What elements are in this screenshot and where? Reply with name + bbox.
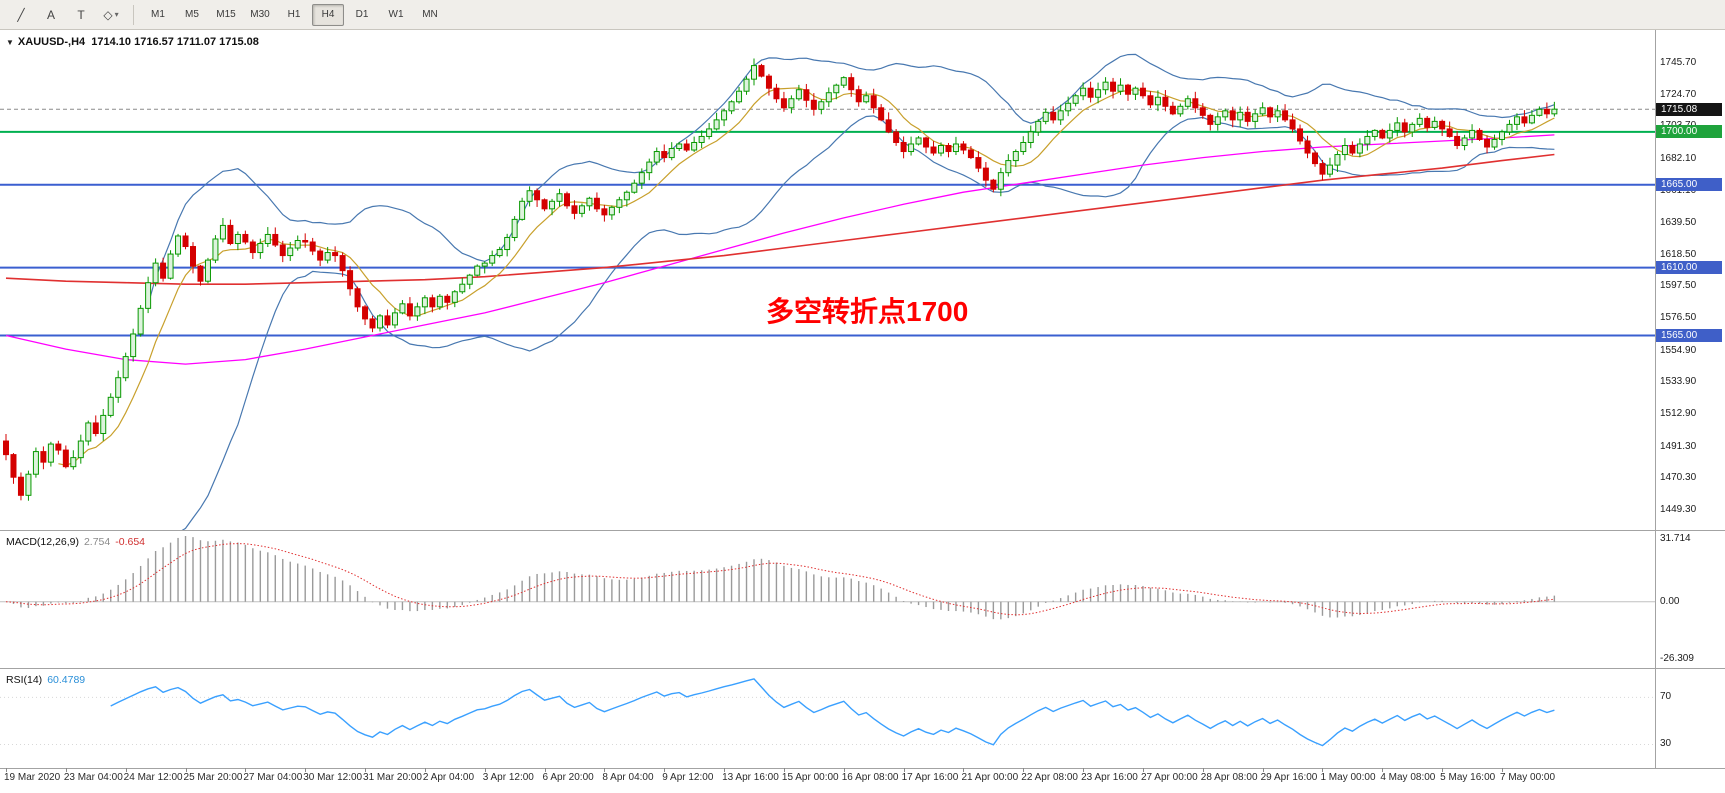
time-axis-label: 4 May 08:00 xyxy=(1380,772,1436,783)
chevron-down-icon: ▾ xyxy=(114,10,119,19)
panel-separator xyxy=(0,530,1725,531)
shapes-tool-button[interactable]: ◇ ▾ xyxy=(103,7,119,22)
timeframe-mn-button[interactable]: MN xyxy=(422,9,438,20)
ma-fast-line xyxy=(58,87,1555,466)
price-tick-label: 1470.30 xyxy=(1660,472,1697,484)
timeframe-toolbar: M1 M5 M15 M30 H1 H4 D1 W1 MN xyxy=(141,3,447,26)
panel-separator xyxy=(0,668,1725,669)
time-axis-label: 29 Apr 16:00 xyxy=(1260,772,1318,783)
macd-name: MACD(12,26,9) xyxy=(6,536,79,548)
price-tick-label: 1491.30 xyxy=(1660,440,1697,452)
time-axis-label: 2 Apr 04:00 xyxy=(422,772,475,783)
rsi-name: RSI(14) xyxy=(6,674,43,686)
price-level-label: 1610.00 xyxy=(1656,261,1722,275)
timeframe-m30-button[interactable]: M30 xyxy=(250,9,270,20)
rsi-value: 60.4789 xyxy=(47,674,86,686)
rsi-line xyxy=(110,678,1555,747)
price-tick-label: 1512.90 xyxy=(1660,408,1697,420)
bollinger-upper-line xyxy=(147,53,1555,305)
time-axis-label: 28 Apr 08:00 xyxy=(1200,772,1258,783)
chart-symbol-period: XAUUSD-,H4 xyxy=(17,36,86,48)
time-axis-label: 24 Mar 12:00 xyxy=(123,772,183,783)
chart-ohlc-values: 1714.10 1716.57 1711.07 1715.08 xyxy=(91,36,259,48)
drawing-tools-group: ╱ A T ◇ ▾ xyxy=(6,3,126,26)
time-axis-label: 23 Apr 16:00 xyxy=(1081,772,1138,783)
macd-axis-label: 31.714 xyxy=(1660,533,1691,544)
price-level-label: 1700.00 xyxy=(1656,125,1722,139)
time-axis-label: 15 Apr 00:00 xyxy=(781,772,839,783)
time-axis-label: 17 Apr 16:00 xyxy=(901,772,959,783)
trendline-tool-button[interactable]: ╱ xyxy=(17,7,25,22)
price-tick-label: 1724.70 xyxy=(1660,88,1697,100)
price-axis-border xyxy=(1655,30,1656,768)
rsi-indicator-panel[interactable] xyxy=(0,668,1655,768)
time-axis-label: 13 Apr 16:00 xyxy=(722,772,779,783)
chart-title: ▼ XAUUSD-,H4 1714.10 1716.57 1711.07 1715… xyxy=(6,36,259,48)
time-axis-label: 16 Apr 08:00 xyxy=(841,772,899,783)
price-tick-label: 1449.30 xyxy=(1660,503,1697,515)
time-axis-label: 19 Mar 2020 xyxy=(4,772,61,783)
price-tick-label: 1745.70 xyxy=(1660,57,1697,69)
timeframe-m5-button[interactable]: M5 xyxy=(185,9,199,20)
time-axis-label: 8 Apr 04:00 xyxy=(602,772,654,783)
price-tick-label: 1661.10 xyxy=(1660,184,1697,196)
price-level-label: 1715.08 xyxy=(1656,102,1722,116)
macd-signal-line xyxy=(5,543,1555,616)
time-axis-label: 9 Apr 12:00 xyxy=(662,772,714,783)
price-tick-label: 1597.50 xyxy=(1660,280,1697,292)
toolbar-separator xyxy=(133,4,134,25)
timeframe-d1-button[interactable]: D1 xyxy=(355,9,369,20)
candlestick-chart[interactable] xyxy=(0,30,1655,530)
macd-label: MACD(12,26,9) 2.754 -0.654 xyxy=(6,536,145,548)
timeframe-w1-button[interactable]: W1 xyxy=(388,9,404,20)
time-axis-label: 21 Apr 00:00 xyxy=(961,772,1019,783)
rsi-label: RSI(14) 60.4789 xyxy=(6,674,85,686)
price-level-label: 1565.00 xyxy=(1656,328,1722,342)
timeframe-h1-button[interactable]: H1 xyxy=(287,9,301,20)
macd-histogram xyxy=(12,536,1556,620)
price-tick-label: 1618.50 xyxy=(1660,248,1697,260)
time-axis-label: 27 Apr 00:00 xyxy=(1140,772,1198,783)
macd-axis-label: -26.309 xyxy=(1660,653,1694,664)
price-level-label: 1665.00 xyxy=(1656,178,1722,192)
macd-signal-value: -0.654 xyxy=(115,536,146,548)
time-axis-label: 3 Apr 12:00 xyxy=(482,772,534,783)
time-axis-label: 25 Mar 20:00 xyxy=(183,772,243,783)
time-axis-label: 5 May 16:00 xyxy=(1440,772,1496,783)
price-tick-label: 1682.10 xyxy=(1660,152,1697,164)
price-tick-label: 1639.50 xyxy=(1660,217,1697,229)
timeframe-h4-button[interactable]: H4 xyxy=(312,3,344,26)
macd-axis-label: 0.00 xyxy=(1660,595,1680,607)
rsi-level-label: 30 xyxy=(1660,738,1672,750)
price-tick-label: 1554.90 xyxy=(1660,344,1697,356)
time-axis-label: 27 Mar 04:00 xyxy=(243,772,303,783)
time-axis-label: 1 May 00:00 xyxy=(1320,772,1376,783)
text-tool-button[interactable]: T xyxy=(77,7,85,22)
price-tick-label: 1533.90 xyxy=(1660,376,1697,388)
ma-magenta-line xyxy=(5,134,1555,365)
time-axis-label: 31 Mar 20:00 xyxy=(363,772,422,783)
toolbar: ╱ A T ◇ ▾ M1 M5 M15 M30 H1 H4 D1 W1 MN xyxy=(0,0,1725,30)
time-axis-label: 22 Apr 08:00 xyxy=(1021,772,1078,783)
time-axis-label: 7 May 00:00 xyxy=(1500,772,1556,783)
collapse-triangle-icon: ▼ xyxy=(6,38,14,47)
price-tick-label: 1576.50 xyxy=(1660,312,1697,324)
time-axis-label: 30 Mar 12:00 xyxy=(303,772,363,783)
price-tick-label: 1703.70 xyxy=(1660,120,1697,132)
macd-main-value: 2.754 xyxy=(83,536,111,548)
candles-series xyxy=(3,58,1558,501)
chart-annotation-text: 多空转折点1700 xyxy=(766,296,969,327)
timeframe-m15-button[interactable]: M15 xyxy=(216,9,236,20)
panel-separator xyxy=(0,768,1725,769)
rsi-level-label: 70 xyxy=(1660,691,1672,703)
ma-red-line xyxy=(5,153,1555,285)
time-axis-label: 6 Apr 20:00 xyxy=(542,772,594,783)
macd-indicator-panel[interactable] xyxy=(0,530,1655,668)
time-axis-label: 23 Mar 04:00 xyxy=(63,772,123,783)
text-annotation-tool-button[interactable]: A xyxy=(46,7,55,22)
timeframe-m1-button[interactable]: M1 xyxy=(151,9,165,20)
